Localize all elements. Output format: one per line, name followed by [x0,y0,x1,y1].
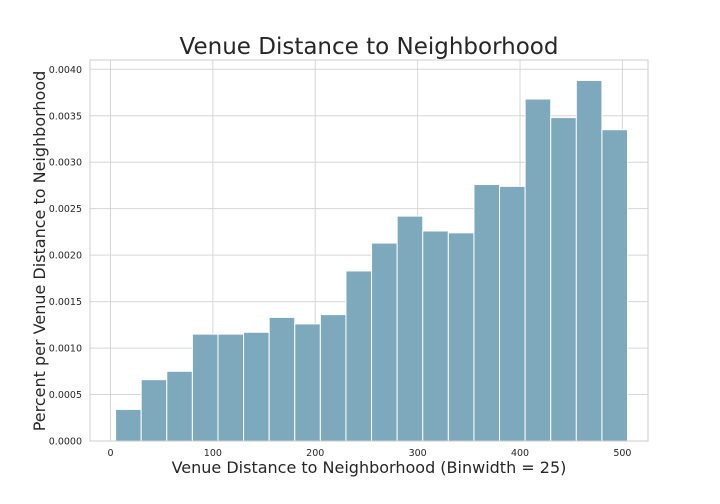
x-tick-label: 200 [306,448,324,459]
histogram-bar [166,370,193,442]
y-tick-label: 0.0025 [49,204,82,215]
x-tick-labels: 0 100 200 300 400 500 [107,448,631,459]
y-tick-label: 0.0040 [49,65,82,76]
histogram-bar [243,331,270,442]
histogram-bar [473,184,501,442]
chart-title: Venue Distance to Neighborhood [180,34,559,60]
histogram-bar [217,333,245,442]
x-tick-label: 400 [511,448,529,459]
y-tick-label: 0.0000 [49,437,82,448]
histogram-bar [499,185,526,442]
y-tick-label: 0.0010 [49,344,82,355]
y-tick-label: 0.0020 [49,251,82,262]
histogram-bar [422,230,449,442]
histogram-bar [140,379,168,442]
x-tick-label: 0 [107,448,113,459]
histogram-bar [601,129,629,442]
histogram-bar [396,215,424,442]
histogram-bar [115,408,142,442]
histogram-bar [550,117,577,442]
y-tick-label: 0.0030 [49,158,82,169]
y-axis-label: Percent per Venue Distance to Neighborho… [30,71,49,432]
histogram-bar [319,314,347,442]
histogram-bar [371,242,398,442]
histogram-bar [268,316,296,442]
y-tick-label: 0.0005 [49,390,82,401]
y-tick-label: 0.0015 [49,297,82,308]
y-tick-label: 0.0035 [49,111,82,122]
histogram-bar [294,323,321,442]
histogram-bar [345,270,373,442]
y-tick-labels: 0.0000 0.0005 0.0010 0.0015 0.0020 0.0025 0.00… [49,65,82,448]
x-tick-label: 100 [204,448,222,459]
histogram-bars [115,79,629,442]
x-tick-label: 300 [409,448,427,459]
histogram-bar [575,79,603,442]
histogram-bar [191,333,219,442]
x-axis-label: Venue Distance to Neighborhood (Binwidth… [172,458,567,477]
plot-frame [89,59,649,442]
histogram-bar [447,232,475,442]
x-tick-label: 500 [613,448,631,459]
histogram-bar [524,98,552,442]
